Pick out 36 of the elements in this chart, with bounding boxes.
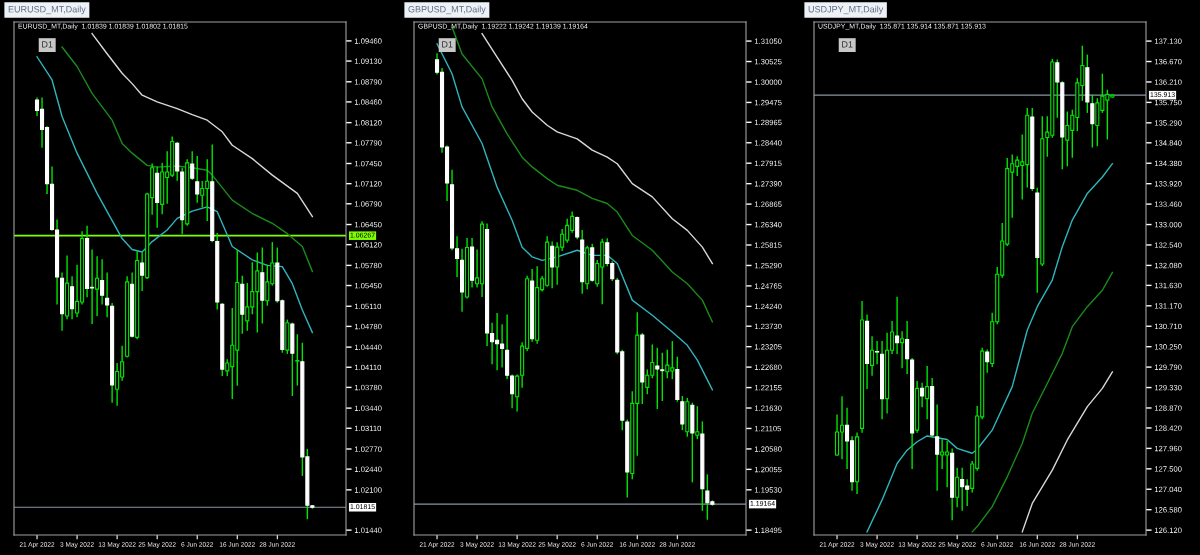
candlestick xyxy=(195,156,200,203)
chart-title: USDJPY_MT,Daily xyxy=(808,5,884,15)
candlestick xyxy=(200,181,205,208)
candlestick xyxy=(839,396,845,460)
candlestick xyxy=(834,414,840,456)
candlestick xyxy=(870,336,875,376)
annotation: D1 xyxy=(42,41,53,48)
line-series xyxy=(36,56,314,334)
annotation: D1 xyxy=(842,41,853,48)
candlestick xyxy=(940,439,945,470)
line-series xyxy=(481,32,714,265)
chart-title: EURUSD_MT,Daily xyxy=(8,5,86,15)
candlestick xyxy=(955,467,960,508)
candlestick xyxy=(900,331,905,369)
line-series xyxy=(91,32,314,218)
candlestick xyxy=(1065,111,1070,167)
candlestick xyxy=(695,406,700,440)
candlestick xyxy=(490,322,495,365)
line-series xyxy=(866,162,1114,533)
line-series xyxy=(61,46,314,273)
candlestick xyxy=(935,404,940,491)
candlestick xyxy=(115,362,120,406)
candlestick xyxy=(680,396,685,431)
line-series xyxy=(971,271,1114,533)
candlestick xyxy=(1090,94,1095,148)
candlestick xyxy=(665,349,670,379)
chart-title: GBPUSD_MT,Daily xyxy=(408,5,486,15)
candlestick xyxy=(105,272,110,318)
candlestick xyxy=(265,264,270,306)
line-series xyxy=(1021,371,1114,533)
candlestick xyxy=(1095,98,1100,147)
candlestick xyxy=(925,365,930,420)
candlestick xyxy=(95,256,100,317)
candlestick xyxy=(295,334,300,386)
candlestick xyxy=(245,282,250,331)
annotation: D1 xyxy=(442,41,453,48)
